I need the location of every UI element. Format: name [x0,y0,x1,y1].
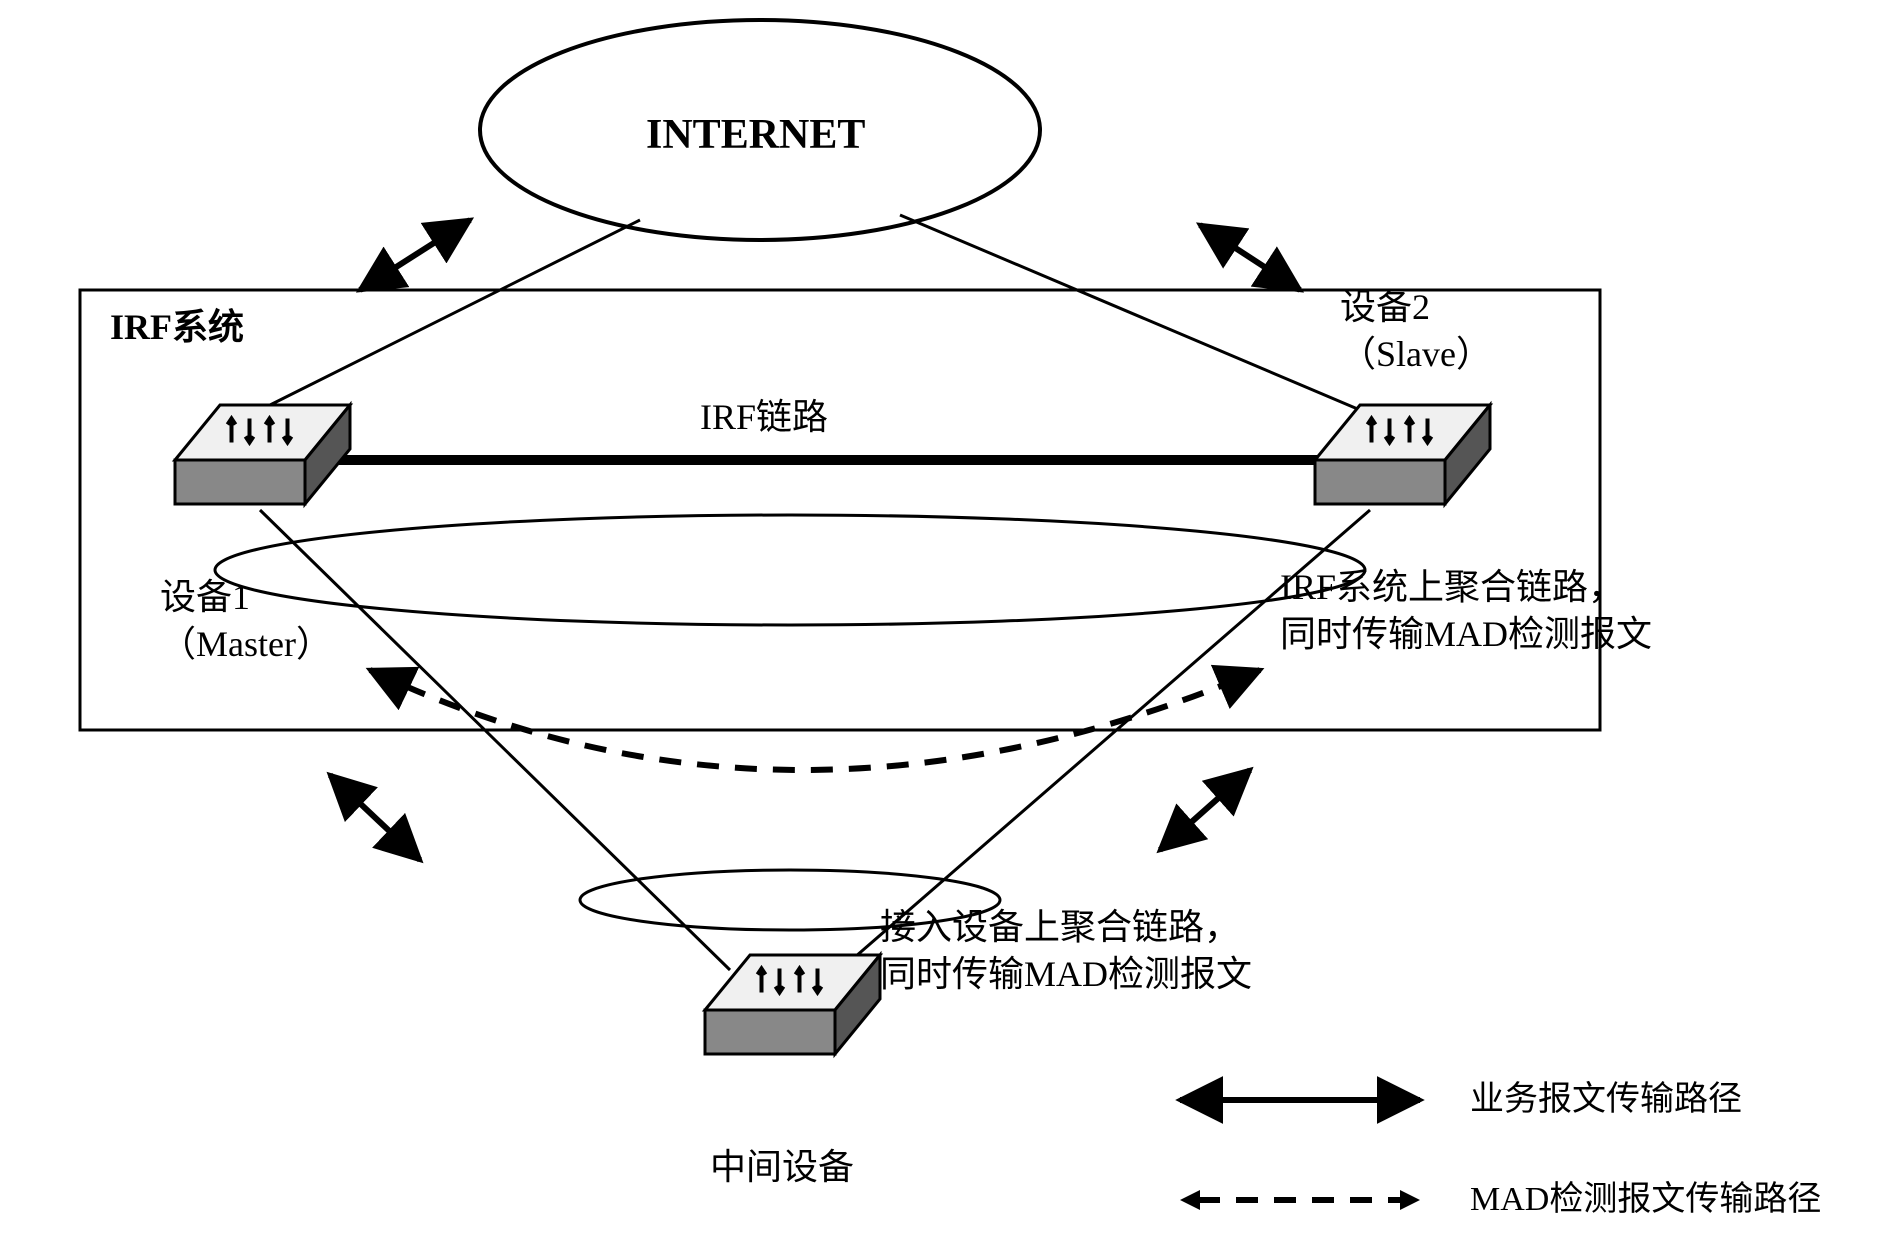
bottom-ellipse-label: 接入设备上聚合链路， 同时传输MAD检测报文 [880,904,1252,998]
irf-link-label: IRF链路 [700,394,828,441]
device2-label: 设备2 （Slave） [1340,284,1492,378]
device2-role: （Slave） [1340,334,1492,374]
diagram-canvas: INTERNET IRF系统 设备1 （Master） 设备2 （Slave） … [0,0,1903,1251]
device1-role: （Master） [160,624,332,664]
device2-name: 设备2 [1340,287,1430,327]
irf-system-title: IRF系统 [110,304,244,351]
bottom-ellipse-line1: 接入设备上聚合链路， [880,907,1240,947]
device1-name: 设备1 [160,577,250,617]
top-ellipse-line2: 同时传输MAD检测报文 [1280,614,1652,654]
legend-solid-label: 业务报文传输路径 [1470,1078,1742,1122]
top-ellipse-line1: IRF系统上聚合链路， [1280,567,1624,607]
internet-label: INTERNET [646,108,865,163]
middle-device-label: 中间设备 [710,1144,854,1191]
bottom-ellipse-line2: 同时传输MAD检测报文 [880,954,1252,994]
device1-label: 设备1 （Master） [160,574,332,668]
top-ellipse-label: IRF系统上聚合链路， 同时传输MAD检测报文 [1280,564,1652,658]
legend-dashed-label: MAD检测报文传输路径 [1470,1178,1821,1222]
